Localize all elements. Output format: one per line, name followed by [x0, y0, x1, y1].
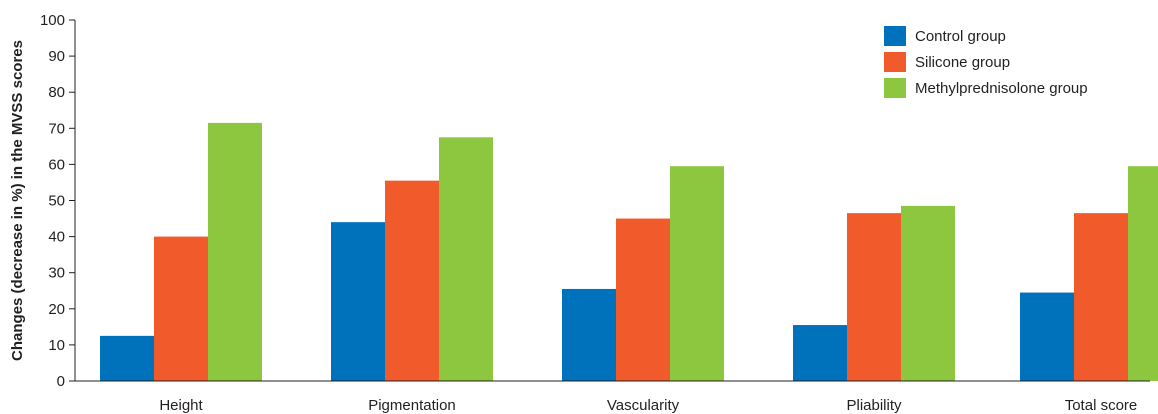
legend-entry-label: Control group: [915, 28, 1006, 45]
bar-height-series-2: [154, 236, 208, 381]
y-tick-label: 80: [48, 84, 65, 101]
legend-swatch: [884, 26, 906, 46]
x-category-label: Pigmentation: [368, 397, 456, 414]
y-tick-label: 100: [40, 12, 65, 29]
bar-total-score-series-3: [1128, 166, 1158, 381]
legend-swatch: [884, 52, 906, 72]
y-tick-label: 30: [48, 265, 65, 282]
y-tick-label: 50: [48, 193, 65, 210]
y-ticks: 0 10 20 30 40 50 60 70 80 90 100: [40, 12, 75, 390]
bar-vascularity-series-3: [670, 166, 724, 381]
legend-entry-label: Methylprednisolone group: [915, 80, 1088, 97]
bars-layer: [100, 122, 1158, 381]
bar-height-series-3: [208, 122, 262, 381]
x-category-label: Vascularity: [607, 397, 680, 414]
bar-height-series-1: [100, 335, 154, 381]
bar-vascularity-series-1: [562, 288, 616, 381]
y-tick-label: 60: [48, 156, 65, 173]
x-category-labels: Height Pigmentation Vascularity Pliability T…: [159, 397, 1137, 414]
bar-pliability-series-1: [793, 325, 847, 381]
x-category-label: Total score: [1065, 397, 1138, 414]
bar-total-score-series-1: [1020, 292, 1074, 381]
x-category-label: Height: [159, 397, 203, 414]
y-tick-label: 40: [48, 229, 65, 246]
bar-pliability-series-3: [901, 205, 955, 381]
bar-pigmentation-series-2: [385, 180, 439, 381]
y-tick-label: 10: [48, 337, 65, 354]
x-category-label: Pliability: [846, 397, 902, 414]
legend: Control group Silicone group Methylprednis…: [884, 26, 1088, 98]
y-tick-label: 20: [48, 301, 65, 318]
y-tick-label: 70: [48, 120, 65, 137]
bar-pigmentation-series-1: [331, 222, 385, 381]
bar-pliability-series-2: [847, 213, 901, 381]
y-tick-label: 90: [48, 48, 65, 65]
bar-pigmentation-series-3: [439, 137, 493, 381]
y-tick-label: 0: [57, 373, 65, 390]
bar-total-score-series-2: [1074, 213, 1128, 381]
legend-entry-label: Silicone group: [915, 54, 1010, 71]
bar-vascularity-series-2: [616, 218, 670, 381]
legend-swatch: [884, 78, 906, 98]
y-axis-title: Changes (decrease in %) in the MVSS scor…: [9, 40, 26, 361]
